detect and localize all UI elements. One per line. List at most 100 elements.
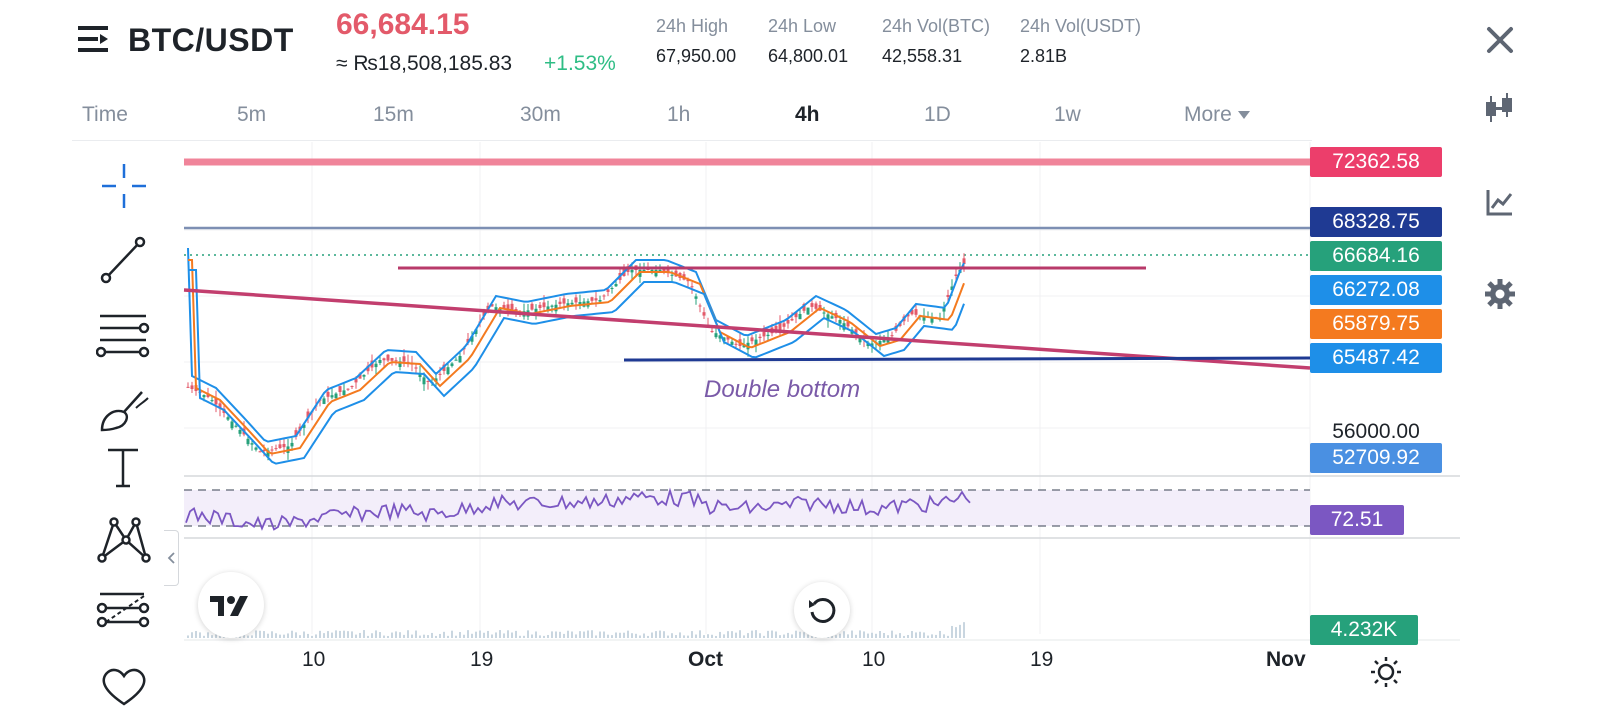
volume-bar — [931, 634, 933, 638]
volume-bar — [743, 635, 745, 638]
candle-body — [454, 359, 458, 361]
candle-body — [402, 356, 406, 362]
pattern-icon[interactable] — [96, 514, 152, 564]
candle-body — [574, 297, 578, 303]
stat-24h-high-value: 67,950.00 — [656, 46, 737, 66]
volume-bar — [943, 634, 945, 638]
tab-1d[interactable]: 1D — [924, 103, 951, 126]
tradingview-logo-button[interactable] — [198, 572, 264, 638]
candle-body — [302, 424, 306, 428]
volume-bar — [535, 631, 537, 638]
candle-body — [206, 393, 210, 397]
volume-bar — [635, 633, 637, 638]
volume-bar — [787, 632, 789, 638]
volume-bar — [883, 632, 885, 638]
candle-body — [786, 319, 790, 324]
candle-body — [218, 403, 222, 409]
menu-icon[interactable] — [78, 22, 112, 56]
volume-bar — [539, 635, 541, 638]
theme-toggle-icon[interactable] — [1370, 656, 1402, 688]
heart-icon[interactable] — [96, 664, 152, 708]
volume-bar — [435, 635, 437, 638]
volume-bar — [803, 632, 805, 638]
volume-bar — [771, 630, 773, 638]
volume-bar — [611, 635, 613, 638]
candle-body — [922, 315, 926, 321]
volume-bar — [335, 630, 337, 638]
volume-bar — [863, 631, 865, 638]
candle-body — [838, 320, 842, 324]
candle-body — [570, 302, 574, 305]
fib-icon[interactable] — [96, 588, 152, 638]
tab-4h[interactable]: 4h — [795, 103, 820, 126]
descending-trend-line[interactable] — [183, 288, 1311, 370]
brush-icon[interactable] — [96, 386, 152, 436]
candle-body — [514, 309, 518, 312]
candle-body — [438, 373, 442, 375]
volume-bar — [799, 631, 801, 638]
candle-body — [878, 341, 882, 345]
symbol-title[interactable]: BTC/USDT — [128, 22, 294, 58]
reset-chart-button[interactable] — [794, 582, 850, 638]
volume-bar — [439, 633, 441, 638]
tab-1h[interactable]: 1h — [667, 103, 691, 126]
double-bottom-annotation[interactable]: Double bottom — [704, 376, 861, 403]
volume-bar — [431, 632, 433, 638]
price-tag-72362: 72362.58 — [1310, 147, 1442, 177]
volume-bar — [659, 630, 661, 638]
volume-value-tag: 4.232K — [1310, 615, 1418, 645]
volume-bar — [203, 635, 205, 638]
gear-icon[interactable] — [1482, 276, 1518, 312]
candle-body — [266, 450, 270, 457]
volume-bar — [571, 631, 573, 638]
volume-bar — [519, 635, 521, 638]
candle-body — [490, 304, 494, 307]
volume-bar — [735, 632, 737, 638]
volume-bar — [291, 630, 293, 638]
support-line[interactable] — [623, 356, 1311, 362]
crosshair-icon[interactable] — [96, 162, 152, 212]
volume-bar — [695, 634, 697, 638]
volume-bar — [595, 635, 597, 638]
volume-bars — [187, 622, 965, 638]
stat-24h-vol-btc-label: 24h Vol(BTC) — [882, 16, 991, 36]
candle-body — [446, 367, 450, 375]
volume-bar — [719, 631, 721, 638]
volume-bar — [271, 631, 273, 638]
candle-body — [550, 305, 554, 307]
candlestick-icon[interactable] — [1482, 90, 1518, 126]
text-icon[interactable] — [96, 442, 152, 492]
volume-bar — [463, 634, 465, 638]
tab-1w[interactable]: 1w — [1054, 103, 1081, 126]
candle-body — [810, 303, 814, 307]
volume-bar — [343, 630, 345, 638]
volume-bar — [279, 634, 281, 638]
candle-body — [510, 303, 514, 311]
candle-body — [234, 425, 238, 427]
candle-body — [394, 360, 398, 362]
volume-bar — [675, 635, 677, 638]
volume-bar — [835, 635, 837, 638]
volume-bar — [567, 630, 569, 638]
horizontal-lines-icon[interactable] — [96, 310, 152, 360]
volume-bar — [631, 633, 633, 638]
tab-15m[interactable]: 15m — [373, 103, 414, 126]
trend-line-icon[interactable] — [96, 236, 152, 286]
chevron-down-icon — [1237, 111, 1250, 120]
volume-bar — [599, 631, 601, 638]
tradingview-logo-icon — [210, 596, 248, 616]
candle-body — [398, 361, 402, 368]
tab-30m[interactable]: 30m — [520, 103, 561, 126]
close-icon[interactable] — [1482, 22, 1518, 58]
candle-body — [282, 443, 286, 448]
volume-bar — [507, 630, 509, 638]
collapse-toolbar-button[interactable] — [164, 530, 179, 586]
volume-bar — [703, 635, 705, 638]
volume-bar — [955, 627, 957, 638]
volume-bar — [895, 634, 897, 638]
tab-5m[interactable]: 5m — [237, 103, 267, 126]
tab-time[interactable]: Time — [82, 103, 128, 126]
tab-more[interactable]: More — [1184, 103, 1250, 127]
indicator-chart-icon[interactable] — [1482, 184, 1518, 220]
